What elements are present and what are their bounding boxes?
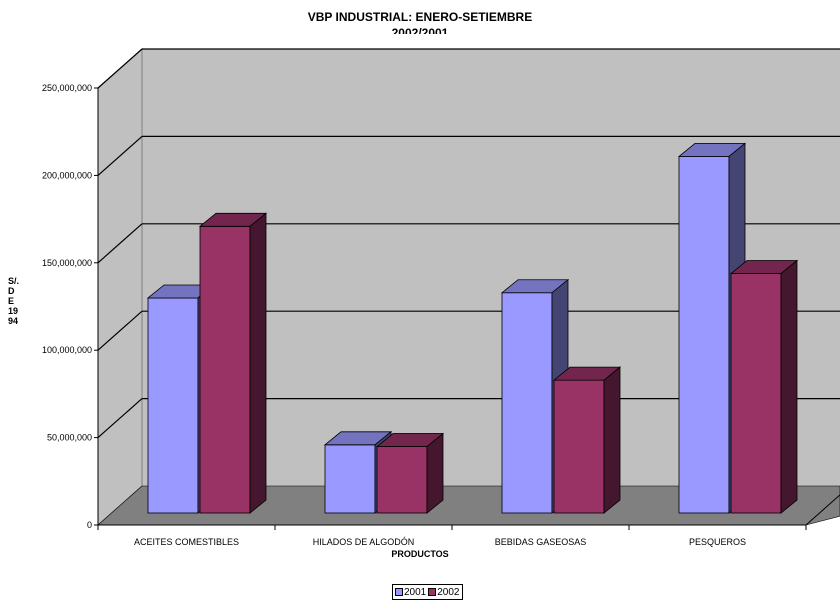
y-axis-label-line: S/. [8, 276, 20, 286]
bar-front [730, 273, 782, 514]
chart-legend: 2001 2002 [392, 584, 463, 600]
gridline-side [97, 310, 143, 351]
gridline-side [97, 398, 143, 439]
y-tick-label: 150,000,000 [42, 258, 92, 268]
x-tick-label: ACEITES COMESTIBLES [134, 537, 239, 547]
chart-subtitle: 2002/2001 [391, 26, 449, 34]
bar-front [376, 446, 428, 514]
bar-front [501, 292, 553, 514]
y-tick-label: 250,000,000 [42, 83, 92, 93]
y-axis-label: S/. D E 19 94 [8, 276, 32, 326]
side-wall [97, 47, 143, 527]
x-tick-label: BEBIDAS GASEOSAS [495, 537, 587, 547]
bar-side [603, 366, 621, 514]
x-axis-depth [805, 494, 840, 526]
chart-title: VBP INDUSTRIAL: ENERO-SETIEMBRE [307, 10, 533, 24]
bar-front [553, 379, 605, 514]
bar-side [249, 212, 267, 514]
y-tick-label: 50,000,000 [47, 433, 92, 443]
bar-front [324, 444, 376, 514]
x-tick-label: HILADOS DE ALGODÓN [313, 537, 415, 547]
legend-swatch-2002 [428, 588, 437, 596]
gridline-side [97, 48, 143, 89]
gridline-side [97, 223, 143, 264]
legend-label-2001: 2001 [404, 586, 427, 598]
legend-label-2002: 2002 [437, 586, 460, 598]
y-tick-label: 100,000,000 [42, 345, 92, 355]
bar-side [426, 432, 444, 514]
y-axis-label-line: 19 [8, 306, 19, 316]
bar-front [678, 156, 730, 514]
bar-front [199, 225, 251, 514]
y-axis-label-line: 94 [8, 316, 19, 326]
gridline-side [97, 135, 143, 176]
x-axis-label: PRODUCTOS [391, 549, 449, 559]
legend-swatch-2001 [395, 588, 403, 596]
y-tick-label: 200,000,000 [42, 170, 92, 180]
y-axis-label-line: E [8, 296, 15, 306]
bar-side [780, 259, 798, 514]
y-axis-label-line: D [8, 286, 15, 296]
back-wall [142, 49, 840, 486]
y-tick-label: 0 [87, 520, 92, 530]
x-tick-label: PESQUEROS [689, 537, 746, 547]
bar-front [147, 297, 199, 514]
